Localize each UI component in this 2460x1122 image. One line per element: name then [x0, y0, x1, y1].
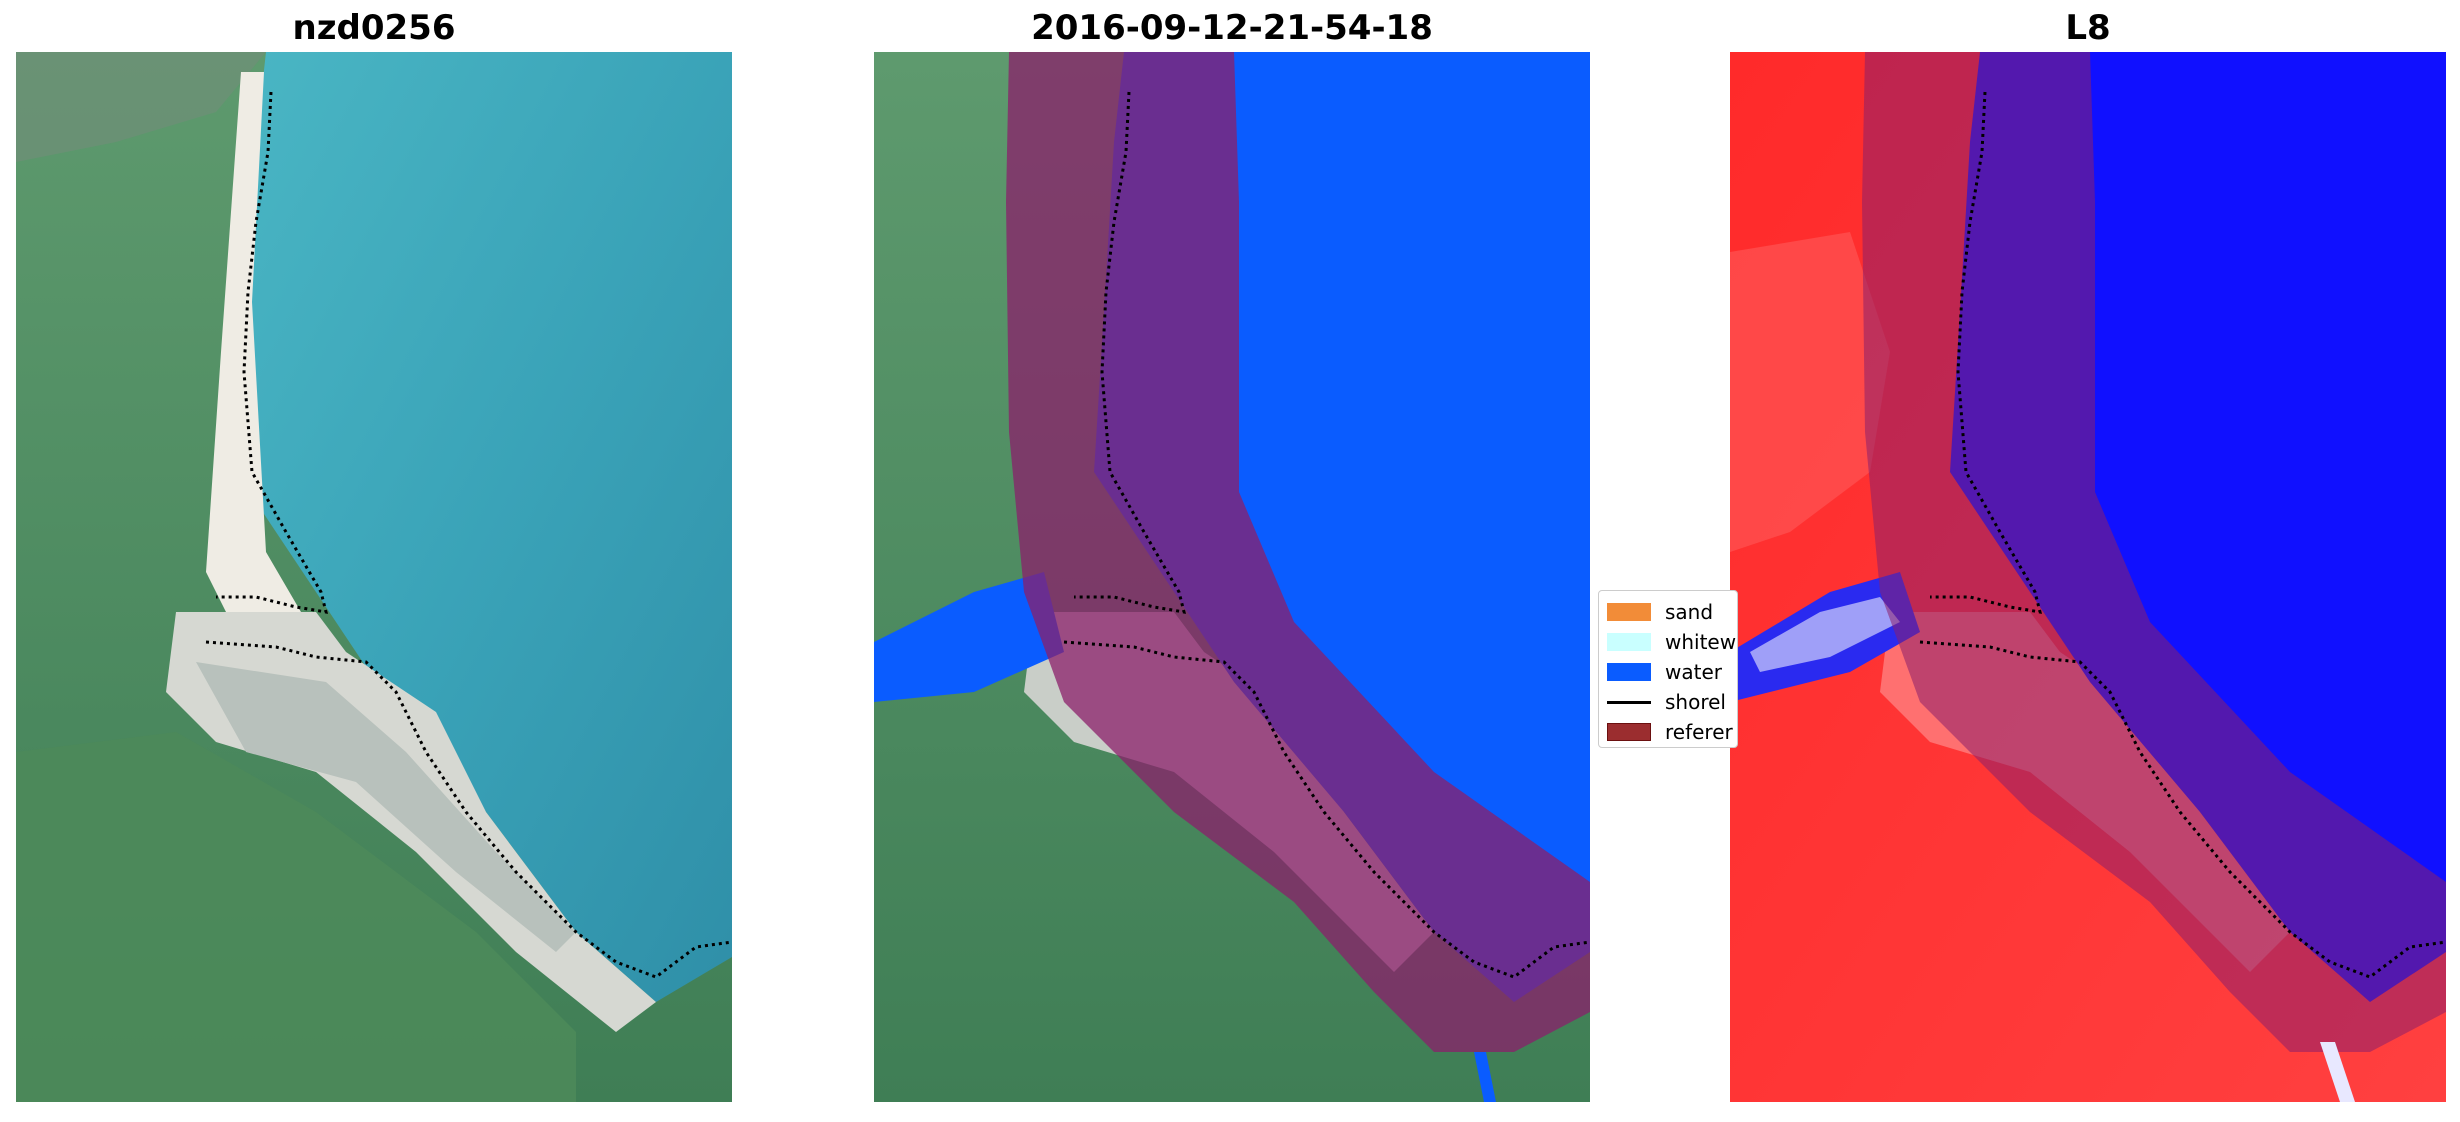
index-image — [1730, 52, 2446, 1102]
legend-label-sand: sand — [1665, 600, 1714, 624]
reference-buffer — [1006, 52, 1590, 1052]
legend-item-reference: referer — [1607, 717, 1737, 747]
legend-swatch-whitewater — [1607, 633, 1651, 651]
legend-swatch-water — [1607, 663, 1651, 681]
legend-label-reference: referer — [1665, 720, 1733, 744]
legend-swatch-sand — [1607, 603, 1651, 621]
legend-item-shoreline: shorel — [1607, 687, 1737, 717]
legend-label-water: water — [1665, 660, 1722, 684]
sand-spit — [206, 72, 301, 612]
rgb-image — [16, 52, 732, 1102]
rgb-image-panel — [16, 52, 732, 1102]
shoreline — [216, 91, 329, 614]
legend-item-water: water — [1607, 657, 1737, 687]
reference-buffer — [1862, 52, 2446, 1052]
legend-label-whitewater: whitew — [1665, 630, 1737, 654]
legend-item-sand: sand — [1607, 597, 1737, 627]
legend-swatch-shoreline — [1607, 700, 1651, 704]
shoreline — [1074, 91, 1187, 614]
panel-title-index: L8 — [2065, 8, 2111, 48]
legend: sand whitew water shorel referer — [1598, 590, 1738, 748]
legend-label-shoreline: shorel — [1665, 690, 1726, 714]
panel-title-rgb: nzd0256 — [292, 8, 456, 48]
legend-item-whitewater: whitew — [1607, 627, 1737, 657]
shoreline — [1930, 91, 2043, 614]
panel-title-classified: 2016-09-12-21-54-18 — [1031, 8, 1433, 48]
legend-swatch-reference — [1607, 723, 1651, 741]
classified-panel — [874, 52, 1590, 1102]
sea-area — [236, 52, 732, 1002]
index-panel — [1730, 52, 2446, 1102]
classified-image — [874, 52, 1590, 1102]
